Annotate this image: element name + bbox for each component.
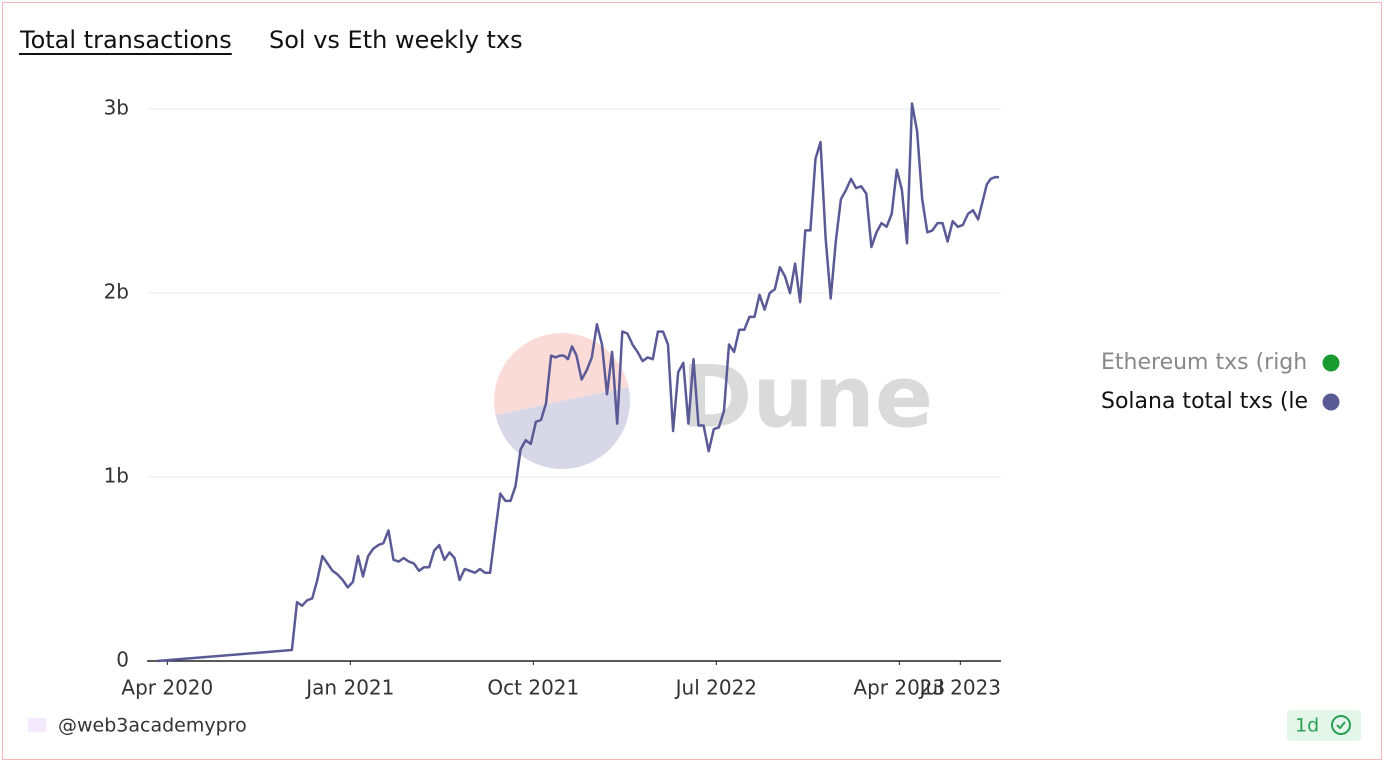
chart: Total transactions Sol vs Eth weekly txs… [19,26,1361,741]
x-tick-label: Jan 2021 [304,676,394,700]
author-logo [28,718,46,732]
badge-icon [1336,721,1346,730]
watermark-logo [494,333,629,416]
watermark: Dune [494,333,933,469]
legend-label[interactable]: Solana total txs (le [1101,389,1308,414]
chart-subtitle: Sol vs Eth weekly txs [269,26,523,54]
y-tick-label: 1b [104,464,129,488]
legend-marker [1322,354,1340,372]
watermark-text: Dune [681,347,933,447]
x-tick-label: Oct 2021 [487,676,579,700]
x-tick-label: Apr 2020 [121,676,213,700]
x-tick-label: Jul 2023 [918,676,1001,700]
x-tick-label: Apr 2023 [853,676,945,700]
y-tick-label: 0 [116,648,129,672]
chart-title[interactable]: Total transactions [19,26,232,54]
legend-label[interactable]: Ethereum txs (righ [1101,350,1307,375]
y-tick-label: 2b [104,280,129,304]
badge-icon [1331,715,1351,735]
x-tick-label: Jul 2022 [674,676,757,700]
badge-text: 1d [1295,715,1319,737]
legend-marker [1322,393,1340,411]
footer: @web3academypro 1d [28,710,1361,741]
author[interactable]: @web3academypro [58,715,247,737]
series-line [157,102,999,663]
y-tick-label: 3b [104,96,129,120]
watermark-logo [495,386,630,469]
